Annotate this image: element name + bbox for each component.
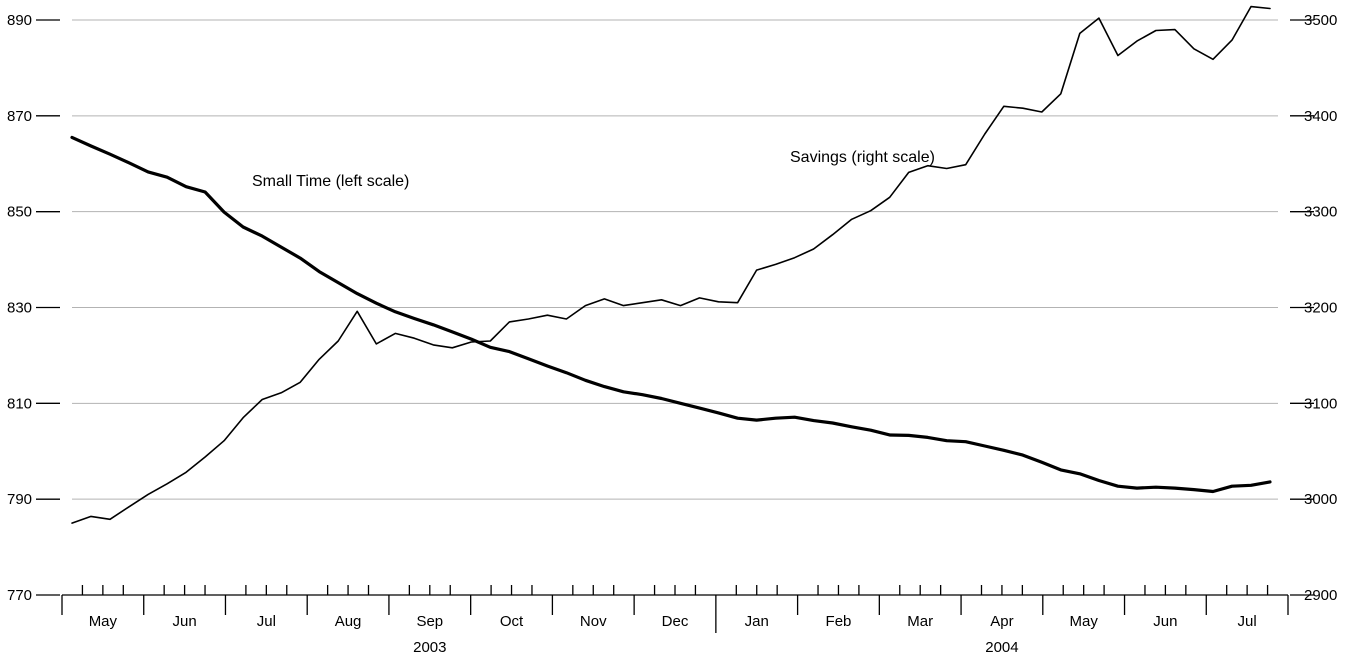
series-lines: [70, 5, 1272, 524]
x-month-label: Jun: [173, 613, 197, 630]
x-month-label: Sep: [416, 613, 443, 630]
left-y-tick-label: 790: [7, 491, 32, 508]
x-month-label: Nov: [580, 613, 607, 630]
right-y-tick-label: 3000: [1304, 491, 1337, 508]
right-y-tick-label: 3400: [1304, 108, 1337, 125]
x-month-label: May: [89, 613, 118, 630]
left-y-tick-label: 850: [7, 204, 32, 221]
small-time-annotation: Small Time (left scale): [252, 173, 409, 190]
left-y-tick-label: 870: [7, 108, 32, 125]
x-month-label: Jun: [1153, 613, 1177, 630]
x-month-label: Aug: [335, 613, 362, 630]
x-month-label: Jan: [745, 613, 769, 630]
x-year-label: 2003: [413, 639, 446, 656]
right-y-tick-label: 3500: [1304, 12, 1337, 29]
grid-lines: [72, 19, 1278, 500]
left-y-tick-label: 830: [7, 300, 32, 317]
right-y-tick-label: 3100: [1304, 395, 1337, 412]
axes: [36, 19, 1314, 633]
right-y-tick-label: 2900: [1304, 587, 1337, 604]
x-year-label: 2004: [985, 639, 1018, 656]
left-y-tick-label: 770: [7, 587, 32, 604]
left-y-tick-label: 810: [7, 395, 32, 412]
small-time-line: [70, 135, 1272, 494]
x-month-label: Mar: [907, 613, 933, 630]
x-month-label: May: [1069, 613, 1098, 630]
right-y-tick-label: 3200: [1304, 300, 1337, 317]
x-month-label: Jul: [257, 613, 276, 630]
savings-annotation: Savings (right scale): [790, 149, 935, 166]
x-month-label: Feb: [826, 613, 852, 630]
x-month-label: Apr: [990, 613, 1013, 630]
savings-line: [71, 5, 1271, 524]
x-month-label: Jul: [1238, 613, 1257, 630]
right-y-tick-label: 3300: [1304, 204, 1337, 221]
x-month-label: Oct: [500, 613, 524, 630]
left-y-tick-label: 890: [7, 12, 32, 29]
tick-labels: 770 2900 790 3000 810 3100 830 3200 850 3300 870 34…: [7, 12, 1337, 656]
x-month-label: Dec: [662, 613, 689, 630]
